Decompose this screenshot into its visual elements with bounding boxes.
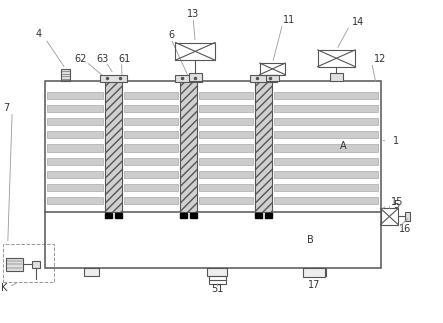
Text: 13: 13 bbox=[187, 8, 199, 18]
Bar bbox=[199, 131, 253, 139]
Bar bbox=[7, 258, 23, 271]
Bar bbox=[303, 268, 326, 277]
Bar bbox=[105, 213, 112, 218]
Bar bbox=[124, 131, 178, 139]
Bar bbox=[405, 212, 410, 221]
Bar bbox=[175, 75, 202, 82]
Bar bbox=[274, 131, 378, 139]
Bar bbox=[124, 197, 178, 204]
Bar bbox=[330, 73, 343, 81]
Bar bbox=[124, 105, 178, 112]
Bar bbox=[47, 171, 103, 178]
Text: A: A bbox=[340, 141, 346, 151]
Bar bbox=[318, 50, 355, 67]
Bar bbox=[250, 75, 277, 82]
Bar bbox=[175, 43, 215, 60]
Bar bbox=[61, 69, 70, 81]
Text: 5: 5 bbox=[393, 200, 399, 210]
Bar bbox=[199, 105, 253, 112]
Bar bbox=[381, 208, 398, 224]
Bar bbox=[274, 158, 378, 165]
Text: 7: 7 bbox=[3, 103, 10, 113]
Bar bbox=[199, 144, 253, 151]
Bar bbox=[84, 268, 99, 276]
Bar bbox=[47, 158, 103, 165]
Bar bbox=[260, 63, 285, 75]
Bar bbox=[105, 81, 122, 212]
Bar bbox=[209, 276, 225, 284]
Bar bbox=[47, 118, 103, 125]
Bar bbox=[47, 92, 103, 99]
Bar bbox=[255, 213, 262, 218]
Bar bbox=[190, 213, 198, 218]
Text: 61: 61 bbox=[119, 54, 131, 64]
Bar bbox=[4, 244, 54, 282]
Bar bbox=[47, 105, 103, 112]
Bar bbox=[45, 81, 381, 268]
Bar bbox=[47, 131, 103, 139]
Bar bbox=[199, 118, 253, 125]
Bar bbox=[311, 268, 326, 276]
Text: 63: 63 bbox=[97, 54, 109, 64]
Text: 17: 17 bbox=[308, 280, 321, 290]
Text: 14: 14 bbox=[351, 16, 364, 26]
Bar bbox=[266, 75, 279, 81]
Bar bbox=[274, 184, 378, 191]
Text: 11: 11 bbox=[283, 15, 295, 25]
Bar bbox=[47, 184, 103, 191]
Bar bbox=[274, 171, 378, 178]
Bar bbox=[47, 197, 103, 204]
Bar bbox=[274, 118, 378, 125]
Bar bbox=[180, 81, 197, 212]
Text: 51: 51 bbox=[211, 284, 224, 294]
Bar bbox=[274, 144, 378, 151]
Bar bbox=[199, 197, 253, 204]
Bar bbox=[274, 92, 378, 99]
Bar bbox=[47, 144, 103, 151]
Bar bbox=[101, 75, 127, 82]
Bar bbox=[124, 158, 178, 165]
Bar bbox=[199, 92, 253, 99]
Bar bbox=[207, 268, 227, 276]
Text: 12: 12 bbox=[373, 54, 386, 64]
Bar bbox=[274, 105, 378, 112]
Bar bbox=[255, 81, 272, 212]
Bar bbox=[199, 158, 253, 165]
Bar bbox=[115, 213, 122, 218]
Bar bbox=[124, 118, 178, 125]
Bar bbox=[274, 197, 378, 204]
Bar bbox=[199, 184, 253, 191]
Bar bbox=[124, 144, 178, 151]
Text: 1: 1 bbox=[393, 136, 399, 146]
Bar bbox=[32, 261, 40, 268]
Bar bbox=[189, 73, 202, 81]
Text: 4: 4 bbox=[35, 29, 42, 39]
Bar bbox=[124, 92, 178, 99]
Text: B: B bbox=[307, 234, 313, 245]
Bar bbox=[124, 184, 178, 191]
Bar bbox=[180, 213, 187, 218]
Bar bbox=[199, 171, 253, 178]
Text: 6: 6 bbox=[168, 30, 174, 40]
Text: 16: 16 bbox=[399, 224, 412, 234]
Text: 15: 15 bbox=[391, 197, 404, 207]
Bar bbox=[265, 213, 272, 218]
Text: 62: 62 bbox=[74, 54, 87, 64]
Text: K: K bbox=[1, 283, 8, 293]
Bar bbox=[124, 171, 178, 178]
